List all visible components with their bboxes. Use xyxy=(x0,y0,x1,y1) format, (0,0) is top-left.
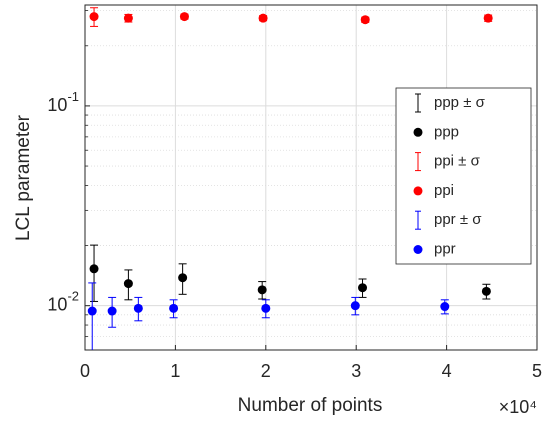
point xyxy=(261,303,271,313)
point xyxy=(178,273,188,283)
point xyxy=(258,13,268,23)
x-tick-label: 5 xyxy=(532,361,542,381)
point xyxy=(87,306,97,316)
point xyxy=(350,301,360,311)
point xyxy=(169,303,179,313)
point xyxy=(360,15,370,25)
point xyxy=(107,306,117,316)
x-axis-label: Number of points xyxy=(238,395,383,416)
x-tick-label: 0 xyxy=(80,361,90,381)
legend-box xyxy=(395,87,532,265)
x-tick-label: 3 xyxy=(351,361,361,381)
x-tick-label: 4 xyxy=(442,361,452,381)
data-layer xyxy=(87,7,493,350)
point xyxy=(483,13,493,23)
point xyxy=(440,302,450,312)
point xyxy=(481,286,491,296)
point xyxy=(179,12,189,22)
legend-label: ppr ± σ xyxy=(434,211,482,228)
legend-label: ppi ± σ xyxy=(434,153,481,170)
point xyxy=(123,279,133,289)
legend-marker xyxy=(413,127,423,137)
point xyxy=(257,285,267,295)
point xyxy=(89,264,99,274)
legend-label: ppp ± σ xyxy=(434,94,486,111)
legend-label: ppi xyxy=(434,182,454,199)
x-tick-label: 1 xyxy=(170,361,180,381)
y-tick-label: 10-1 xyxy=(47,89,79,114)
point xyxy=(358,283,368,293)
axes-box xyxy=(84,4,538,351)
point xyxy=(133,303,143,313)
legend-label: ppr xyxy=(434,240,456,257)
y-axis-label: LCL parameter xyxy=(13,114,34,241)
legend-label: ppp xyxy=(434,123,459,140)
legend-marker xyxy=(413,186,423,196)
point xyxy=(89,12,99,22)
point xyxy=(123,13,133,23)
x-multiplier: ×10⁴ xyxy=(499,397,537,417)
x-tick-label: 2 xyxy=(261,361,271,381)
y-tick-label: 10-2 xyxy=(47,289,79,314)
legend-marker xyxy=(413,245,423,254)
error-bar xyxy=(88,282,97,350)
